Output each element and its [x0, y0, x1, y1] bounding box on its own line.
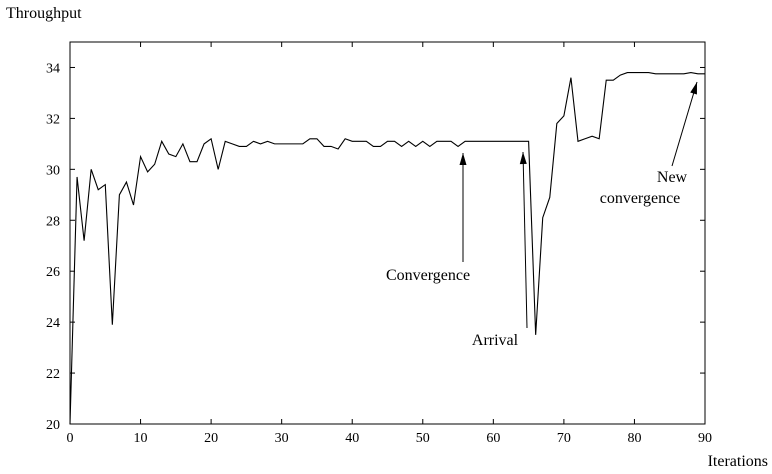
y-tick-label: 28	[46, 214, 60, 229]
annotation: Arrival	[472, 332, 519, 349]
arrow-head	[519, 152, 527, 165]
plot-frame	[69, 41, 706, 425]
annotation: New	[657, 169, 688, 186]
x-tick-label: 70	[557, 431, 571, 446]
arrow-head	[459, 153, 467, 165]
x-tick-label: 10	[134, 431, 148, 446]
x-tick-label: 60	[486, 431, 500, 446]
x-tick-label: 20	[204, 431, 218, 446]
annotation: convergence	[600, 190, 681, 207]
y-axis-label: Throughput	[6, 5, 82, 22]
y-tick-label: 20	[46, 418, 60, 433]
annotation: Convergence	[386, 267, 470, 284]
x-tick-label: 90	[698, 431, 712, 446]
y-tick-label: 26	[46, 265, 60, 280]
y-tick-label: 22	[46, 367, 60, 382]
y-tick-label: 24	[46, 316, 60, 331]
x-tick-label: 80	[627, 431, 641, 446]
annotation-arrow	[522, 151, 528, 329]
y-tick-label: 32	[46, 112, 60, 127]
x-axis-label: Iterations	[708, 453, 768, 470]
y-tick-label: 30	[46, 163, 60, 178]
arrow-head	[690, 82, 697, 95]
annotation-arrow	[671, 81, 698, 167]
x-tick-label: 40	[345, 431, 359, 446]
y-tick-label: 34	[46, 61, 60, 76]
data-line	[69, 72, 705, 425]
x-tick-label: 50	[416, 431, 430, 446]
x-tick-label: 30	[275, 431, 289, 446]
x-tick-label: 0	[67, 431, 74, 446]
